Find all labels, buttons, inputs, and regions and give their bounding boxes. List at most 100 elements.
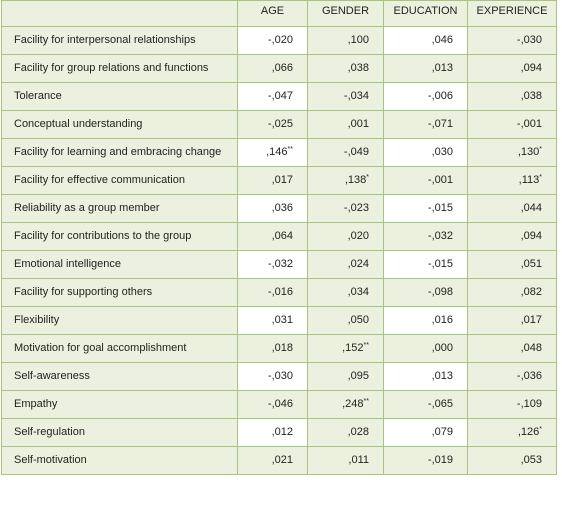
value-cell: ,064: [237, 222, 308, 251]
value: ,038: [520, 90, 542, 102]
value-cell: ,113*: [467, 166, 557, 195]
row-label: Facility for interpersonal relationships: [14, 34, 196, 46]
row-label-cell: Facility for group relations and functio…: [1, 54, 238, 83]
value-cell: -,019: [383, 446, 468, 475]
row-label-cell: Self-motivation: [1, 446, 238, 475]
value: ,000: [431, 342, 453, 354]
value: -,032: [267, 258, 293, 270]
significance-mark: **: [363, 398, 369, 405]
value: ,094: [520, 62, 542, 74]
value-cell: -,065: [383, 390, 468, 419]
value-cell: ,100: [307, 26, 384, 55]
value: ,034: [347, 286, 369, 298]
table-row: Facility for supporting others -,016 ,034 -…: [1, 278, 557, 307]
value-cell: ,021: [237, 446, 308, 475]
value-cell: ,012: [237, 418, 308, 447]
significance-mark: *: [539, 174, 542, 181]
correlation-table: AGE GENDER EDUCATION EXPERIENCE Facility fo…: [1, 0, 557, 475]
value-cell: -,020: [237, 26, 308, 55]
table-row: Facility for group relations and functio…: [1, 54, 557, 83]
table-row: Flexibility ,031 ,050 ,016 ,017: [1, 306, 557, 335]
significance-mark: *: [366, 174, 369, 181]
value: ,020: [347, 230, 369, 242]
value: ,113: [518, 174, 540, 186]
value: ,248: [342, 398, 364, 410]
row-label-cell: Motivation for goal accomplishment: [1, 334, 238, 363]
value: ,018: [271, 342, 293, 354]
value-cell: -,032: [237, 250, 308, 279]
value: ,079: [431, 426, 453, 438]
value-cell: ,034: [307, 278, 384, 307]
value-cell: ,020: [307, 222, 384, 251]
value-cell: ,051: [467, 250, 557, 279]
value-cell: -,016: [237, 278, 308, 307]
row-label: Flexibility: [14, 314, 60, 326]
header-row: AGE GENDER EDUCATION EXPERIENCE: [1, 0, 557, 27]
row-label-cell: Facility for interpersonal relationships: [1, 26, 238, 55]
table-row: Facility for contributions to the group,…: [1, 222, 557, 251]
value: -,109: [516, 398, 542, 410]
value-cell: -,030: [467, 26, 557, 55]
value-cell: ,126*: [467, 418, 557, 447]
value: ,012: [271, 426, 293, 438]
value: -,020: [267, 34, 293, 46]
table-row: Facility for interpersonal relationships…: [1, 26, 557, 55]
value: ,050: [347, 314, 369, 326]
row-label: Facility for effective communication: [14, 174, 185, 186]
value: ,044: [520, 202, 542, 214]
value: ,095: [347, 370, 369, 382]
value: -,098: [427, 286, 453, 298]
value-cell: ,146**: [237, 138, 308, 167]
value: -,047: [267, 90, 293, 102]
significance-mark: *: [539, 146, 542, 153]
value-cell: -,023: [307, 194, 384, 223]
column-header: AGE: [237, 0, 308, 27]
value-cell: ,017: [467, 306, 557, 335]
value-cell: ,046: [383, 26, 468, 55]
value: ,130: [517, 146, 540, 158]
value: ,094: [520, 230, 542, 242]
value: ,028: [347, 426, 369, 438]
table-row: Self-motivation ,021 ,011 -,019 ,053: [1, 446, 557, 475]
row-label: Tolerance: [14, 90, 62, 102]
value-cell: -,034: [307, 82, 384, 111]
value: -,034: [343, 90, 369, 102]
value-cell: -,049: [307, 138, 384, 167]
value-cell: -,046: [237, 390, 308, 419]
row-label-cell: Facility for supporting others: [1, 278, 238, 307]
value-cell: ,094: [467, 222, 557, 251]
row-label-cell: Self-regulation: [1, 418, 238, 447]
table-row: Facility for learning and embracing chan…: [1, 138, 557, 167]
value: ,017: [271, 174, 293, 186]
value: ,016: [431, 314, 453, 326]
value-cell: ,013: [383, 362, 468, 391]
value-cell: -,030: [237, 362, 308, 391]
value-cell: -,001: [467, 110, 557, 139]
row-label-cell: Facility for contributions to the group: [1, 222, 238, 251]
row-label-cell: Self-awareness: [1, 362, 238, 391]
value: ,013: [431, 62, 453, 74]
value: -,025: [267, 118, 293, 130]
table-row: Reliability as a group member ,036 -,023 -,…: [1, 194, 557, 223]
value-cell: -,036: [467, 362, 557, 391]
value-cell: -,109: [467, 390, 557, 419]
value: ,011: [348, 454, 369, 466]
value: -,006: [427, 90, 453, 102]
value-cell: ,028: [307, 418, 384, 447]
value-cell: -,098: [383, 278, 468, 307]
value: ,030: [431, 146, 453, 158]
value: -,071: [427, 118, 453, 130]
value-cell: ,030: [383, 138, 468, 167]
row-label-cell: Tolerance: [1, 82, 238, 111]
significance-mark: *: [539, 426, 542, 433]
value-cell: ,079: [383, 418, 468, 447]
value: ,100: [347, 34, 369, 46]
value-cell: ,138*: [307, 166, 384, 195]
row-label: Facility for contributions to the group: [14, 230, 192, 242]
table-body: Facility for interpersonal relationships…: [1, 26, 557, 475]
value-cell: ,024: [307, 250, 384, 279]
value-cell: ,000: [383, 334, 468, 363]
row-label: Facility for group relations and functio…: [14, 62, 209, 74]
value: -,030: [267, 370, 293, 382]
value: -,015: [427, 202, 453, 214]
